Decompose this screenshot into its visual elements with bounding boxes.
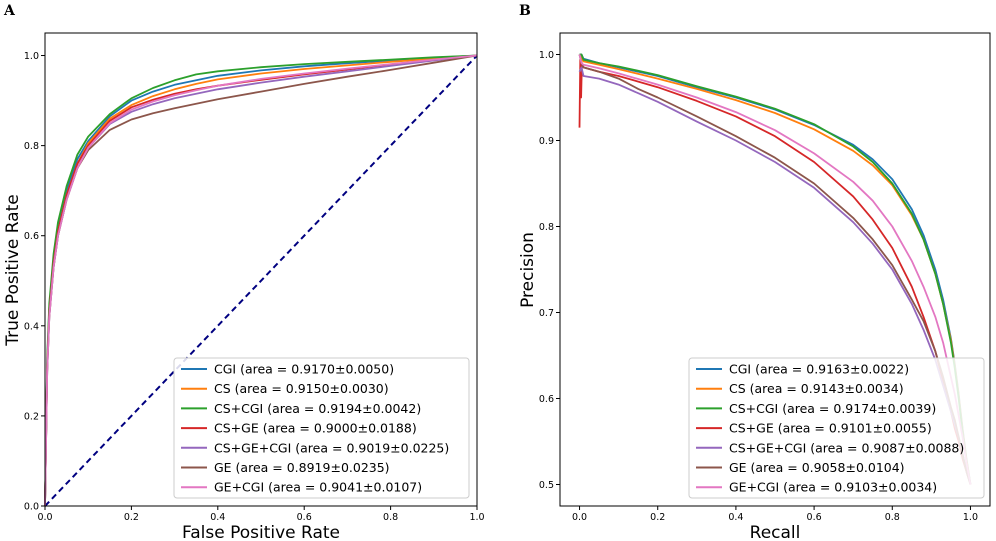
panel-label-b: B bbox=[519, 3, 531, 19]
pr-ticks: 0.0 0.2 0.4 0.6 0.8 1.0 0.5 0.6 0.7 0.8 0.9 1.0 bbox=[539, 50, 978, 523]
roc-chance-line bbox=[44, 54, 478, 507]
roc-series-line-2 bbox=[44, 54, 478, 507]
pr-axes-frame bbox=[559, 32, 991, 507]
roc-panel: A 0.0 0.2 0.4 0.6 0.8 1.0 0.0 0.2 0.4 0.6 0.8 1.0 F… bbox=[3, 3, 485, 541]
roc-ytick-label: 0.0 bbox=[24, 502, 39, 513]
pr-legend-label-4: CS+GE+CGI (area = 0.9087±0.0088) bbox=[729, 440, 964, 455]
roc-legend-label-3: CS+GE (area = 0.9000±0.0188) bbox=[214, 421, 417, 436]
roc-axes-frame bbox=[44, 32, 478, 507]
roc-ytick-label: 0.4 bbox=[24, 321, 39, 332]
pr-ytick-label: 0.7 bbox=[539, 308, 554, 319]
roc-ytick-label: 1.0 bbox=[24, 51, 39, 62]
roc-legend-label-5: GE (area = 0.8919±0.0235) bbox=[214, 460, 390, 475]
pr-xtick-label: 0.4 bbox=[728, 512, 743, 523]
roc-series-line-6 bbox=[44, 54, 478, 507]
roc-ytick-label: 0.8 bbox=[24, 141, 39, 152]
pr-legend-label-0: CGI (area = 0.9163±0.0022) bbox=[729, 362, 909, 377]
roc-legend-box bbox=[173, 357, 470, 499]
roc-series-lines bbox=[44, 54, 478, 507]
pr-ytick-label: 1.0 bbox=[539, 50, 554, 61]
pr-legend-label-6: GE+CGI (area = 0.9103±0.0034) bbox=[729, 480, 937, 495]
roc-legend-label-4: CS+GE+CGI (area = 0.9019±0.0225) bbox=[214, 440, 449, 455]
roc-xtick-label: 0.6 bbox=[297, 512, 312, 523]
pr-legend-box bbox=[688, 357, 985, 499]
pr-ylabel: Precision bbox=[518, 232, 538, 308]
pr-xtick-label: 0.6 bbox=[807, 512, 822, 523]
roc-ytick-label: 0.2 bbox=[24, 411, 39, 422]
panel-label-a: A bbox=[3, 3, 16, 19]
pr-xtick-label: 0.2 bbox=[650, 512, 665, 523]
pr-ytick-label: 0.6 bbox=[539, 394, 554, 405]
pr-xtick-label: 1.0 bbox=[963, 512, 978, 523]
roc-xtick-label: 0.2 bbox=[124, 512, 139, 523]
pr-ytick-label: 0.9 bbox=[539, 136, 554, 147]
roc-xtick-label: 1.0 bbox=[469, 512, 484, 523]
pr-ytick-label: 0.8 bbox=[539, 222, 554, 233]
roc-ylabel: True Positive Rate bbox=[3, 194, 23, 346]
pr-ytick-label: 0.5 bbox=[539, 480, 554, 491]
roc-ytick-label: 0.6 bbox=[24, 231, 39, 242]
roc-legend-label-0: CGI (area = 0.9170±0.0050) bbox=[214, 362, 394, 377]
pr-legend-label-2: CS+CGI (area = 0.9174±0.0039) bbox=[729, 401, 936, 416]
roc-legend-label-1: CS (area = 0.9150±0.0030) bbox=[214, 381, 389, 396]
pr-legend: CGI (area = 0.9163±0.0022) CS (area = 0.9… bbox=[688, 357, 985, 499]
pr-xlabel: Recall bbox=[750, 523, 801, 541]
roc-legend-label-2: CS+CGI (area = 0.9194±0.0042) bbox=[214, 401, 421, 416]
roc-xlabel: False Positive Rate bbox=[182, 523, 340, 541]
pr-legend-label-1: CS (area = 0.9143±0.0034) bbox=[729, 381, 904, 396]
pr-xtick-label: 0.0 bbox=[572, 512, 587, 523]
roc-ticks: 0.0 0.2 0.4 0.6 0.8 1.0 0.0 0.2 0.4 0.6 0.8 1.0 bbox=[24, 51, 485, 523]
roc-legend-label-6: GE+CGI (area = 0.9041±0.0107) bbox=[214, 480, 422, 495]
pr-legend-label-5: GE (area = 0.9058±0.0104) bbox=[729, 460, 905, 475]
pr-legend-label-3: CS+GE (area = 0.9101±0.0055) bbox=[729, 421, 932, 436]
roc-legend: CGI (area = 0.9170±0.0050) CS (area = 0.9… bbox=[173, 357, 470, 499]
pr-panel: B 0.0 0.2 0.4 0.6 0.8 1.0 0.5 0.6 0.7 0.8 0.9 1.0 R… bbox=[518, 3, 991, 541]
pr-xtick-label: 0.8 bbox=[885, 512, 900, 523]
roc-xtick-label: 0.8 bbox=[383, 512, 398, 523]
roc-xtick-label: 0.0 bbox=[37, 512, 52, 523]
roc-xtick-label: 0.4 bbox=[210, 512, 225, 523]
